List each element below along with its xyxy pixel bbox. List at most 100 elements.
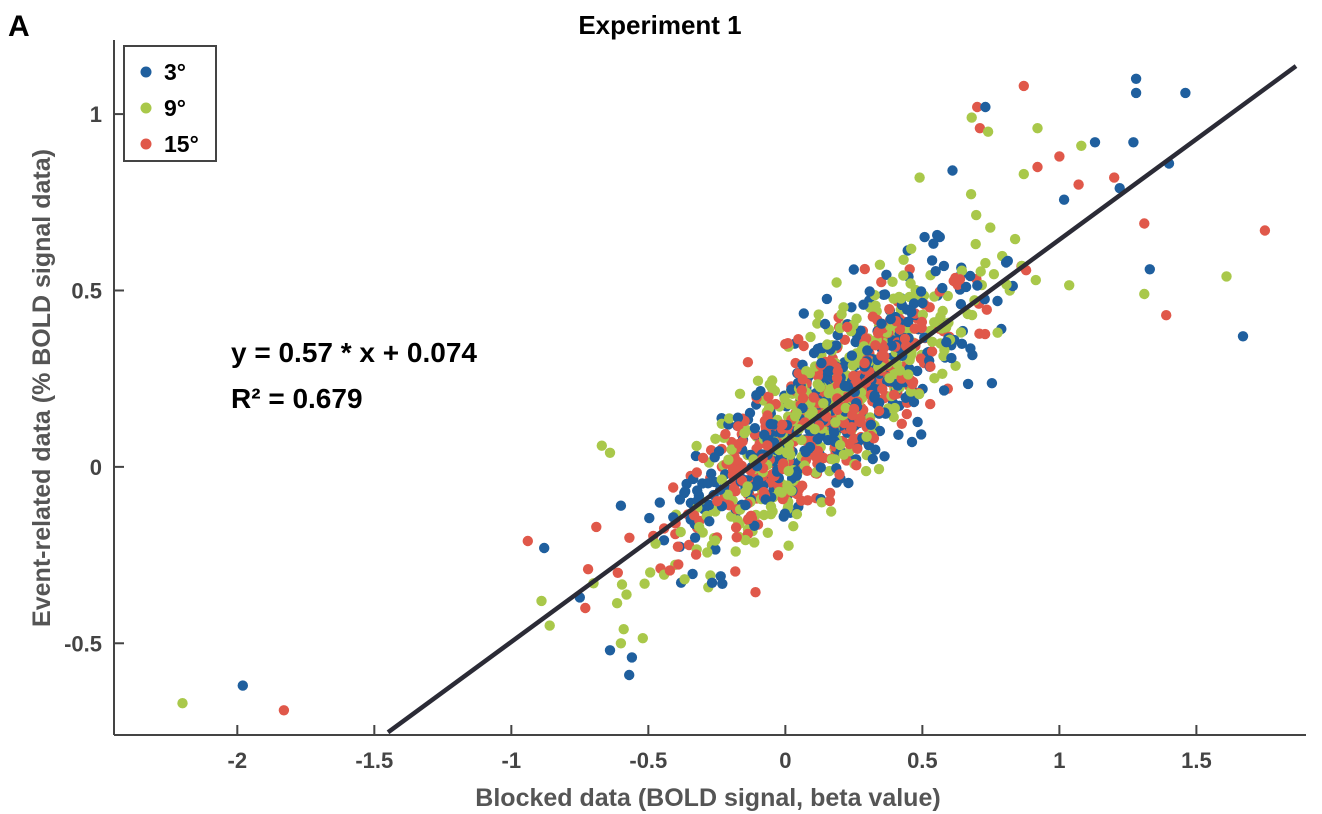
scatter-point bbox=[887, 276, 898, 287]
scatter-point bbox=[925, 361, 936, 372]
scatter-point bbox=[742, 481, 753, 492]
scatter-point bbox=[793, 334, 804, 345]
scatter-point bbox=[1180, 87, 1191, 99]
scatter-point bbox=[639, 578, 650, 589]
scatter-point bbox=[1128, 137, 1139, 148]
scatter-point bbox=[791, 408, 802, 419]
scatter-point bbox=[915, 353, 927, 364]
scatter-point bbox=[772, 550, 784, 561]
scatter-point bbox=[960, 281, 972, 293]
scatter-point bbox=[858, 299, 869, 310]
scatter-point bbox=[888, 411, 899, 423]
scatter-point bbox=[672, 541, 684, 552]
scatter-point bbox=[691, 440, 702, 452]
scatter-point bbox=[815, 462, 826, 473]
scatter-point bbox=[912, 365, 923, 377]
scatter-point bbox=[763, 391, 774, 402]
scatter-point bbox=[902, 316, 914, 328]
scatter-point bbox=[781, 447, 793, 459]
scatter-point bbox=[791, 509, 803, 520]
legend-marker bbox=[140, 102, 152, 114]
legend-label: 9° bbox=[164, 95, 186, 121]
scatter-point bbox=[877, 383, 888, 395]
scatter-point bbox=[812, 370, 824, 382]
scatter-point bbox=[1054, 151, 1065, 162]
scatter-point bbox=[522, 535, 533, 547]
r-squared-text: R² = 0.679 bbox=[231, 383, 363, 414]
scatter-point bbox=[851, 460, 862, 471]
y-tick-label: -0.5 bbox=[64, 631, 102, 656]
scatter-point bbox=[873, 405, 885, 417]
scatter-point bbox=[624, 669, 635, 681]
scatter-point bbox=[768, 419, 779, 430]
scatter-point bbox=[675, 526, 686, 538]
scatter-point bbox=[867, 311, 878, 322]
scatter-point bbox=[739, 428, 750, 439]
scatter-point bbox=[824, 487, 836, 499]
scatter-point bbox=[1032, 123, 1043, 134]
scatter-point bbox=[782, 480, 793, 491]
scatter-point bbox=[884, 373, 895, 384]
x-tick-label: 0.5 bbox=[907, 748, 938, 773]
legend: 3° 9° 15° bbox=[123, 45, 217, 162]
scatter-point bbox=[812, 434, 823, 445]
scatter-point bbox=[689, 532, 701, 543]
scatter-point bbox=[1161, 310, 1172, 321]
axes bbox=[113, 40, 1306, 736]
scatter-point bbox=[724, 413, 735, 424]
scatter-point bbox=[966, 309, 978, 321]
scatter-point bbox=[720, 428, 731, 440]
scatter-point bbox=[818, 398, 829, 409]
panel-label: A bbox=[8, 10, 30, 43]
scatter-point bbox=[915, 286, 927, 297]
scatter-point bbox=[872, 328, 884, 339]
scatter-point bbox=[1030, 274, 1042, 286]
scatter-point bbox=[934, 231, 945, 243]
scatter-point bbox=[852, 443, 863, 454]
scatter-point bbox=[955, 327, 967, 338]
scatter-point bbox=[828, 427, 840, 438]
scatter-point bbox=[716, 474, 727, 485]
scatter-point bbox=[876, 318, 887, 329]
chart-title: Experiment 1 bbox=[578, 10, 741, 40]
scatter-point bbox=[832, 404, 843, 415]
scatter-point bbox=[955, 299, 967, 310]
scatter-point bbox=[740, 500, 751, 511]
scatter-point bbox=[905, 278, 916, 289]
scatter-point bbox=[539, 542, 550, 554]
scatter-point bbox=[903, 369, 914, 380]
scatter-point bbox=[1144, 264, 1156, 275]
scatter-point bbox=[927, 336, 938, 347]
scatter-point bbox=[596, 440, 607, 451]
scatter-point bbox=[612, 567, 623, 578]
scatter-point bbox=[752, 375, 764, 386]
scatter-point bbox=[1018, 168, 1029, 180]
scatter-point bbox=[834, 469, 845, 480]
scatter-point bbox=[851, 313, 862, 324]
legend-marker bbox=[140, 66, 152, 78]
scatter-point bbox=[867, 453, 878, 465]
scatter-point bbox=[797, 392, 809, 404]
scatter-point bbox=[733, 421, 744, 432]
x-tick-label: 0 bbox=[779, 748, 791, 773]
scatter-point bbox=[750, 587, 761, 598]
scatter-point bbox=[937, 368, 948, 379]
scatter-point bbox=[879, 289, 891, 300]
scatter-point bbox=[668, 482, 679, 493]
scatter-point bbox=[805, 331, 816, 343]
scatter-point bbox=[679, 574, 690, 585]
scatter-point bbox=[752, 475, 764, 486]
scatter-point bbox=[881, 269, 892, 280]
scatter-point bbox=[645, 567, 656, 578]
scatter-point bbox=[624, 532, 635, 543]
scatter-point bbox=[1089, 137, 1101, 148]
scatter-point bbox=[691, 467, 702, 478]
scatter-point bbox=[836, 309, 847, 320]
scatter-point bbox=[972, 101, 983, 113]
scatter-point bbox=[796, 434, 807, 446]
scatter-point bbox=[937, 282, 948, 294]
scatter-point bbox=[942, 290, 953, 302]
scatter-point bbox=[838, 449, 849, 460]
scatter-point bbox=[988, 269, 1000, 280]
scatter-point bbox=[938, 385, 950, 396]
